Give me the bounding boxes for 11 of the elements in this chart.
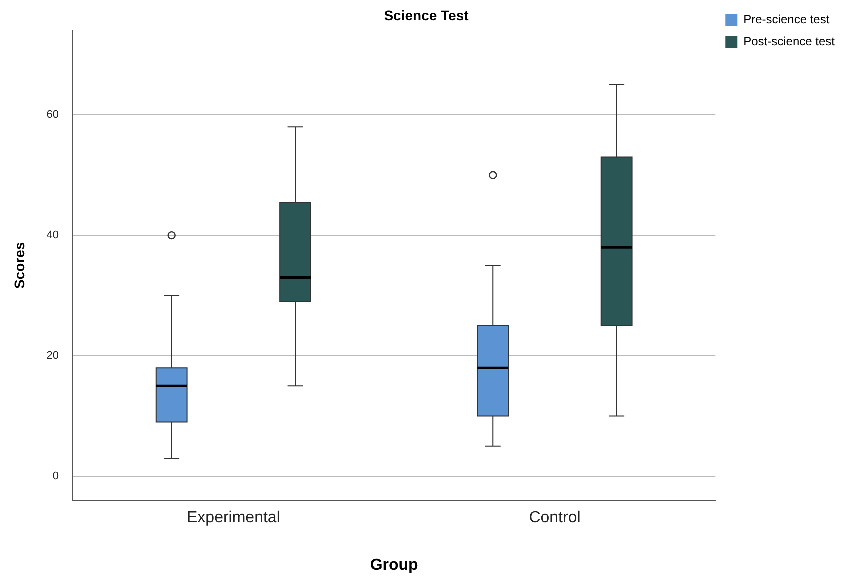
y-tick-label: 60	[46, 109, 60, 122]
x-axis-title: Group	[370, 556, 419, 574]
y-tick-label: 20	[46, 350, 60, 362]
chart-title: Science Test	[384, 7, 470, 24]
y-tick-label: 0	[52, 470, 60, 483]
y-axis-title: Scores	[11, 242, 28, 290]
legend-label: Pre-science test	[744, 12, 830, 26]
y-tick-label: 40	[46, 230, 60, 242]
legend-label: Post-science test	[744, 34, 836, 48]
x-tick-label: Control	[529, 510, 581, 527]
x-tick-label: Experimental	[186, 510, 280, 527]
